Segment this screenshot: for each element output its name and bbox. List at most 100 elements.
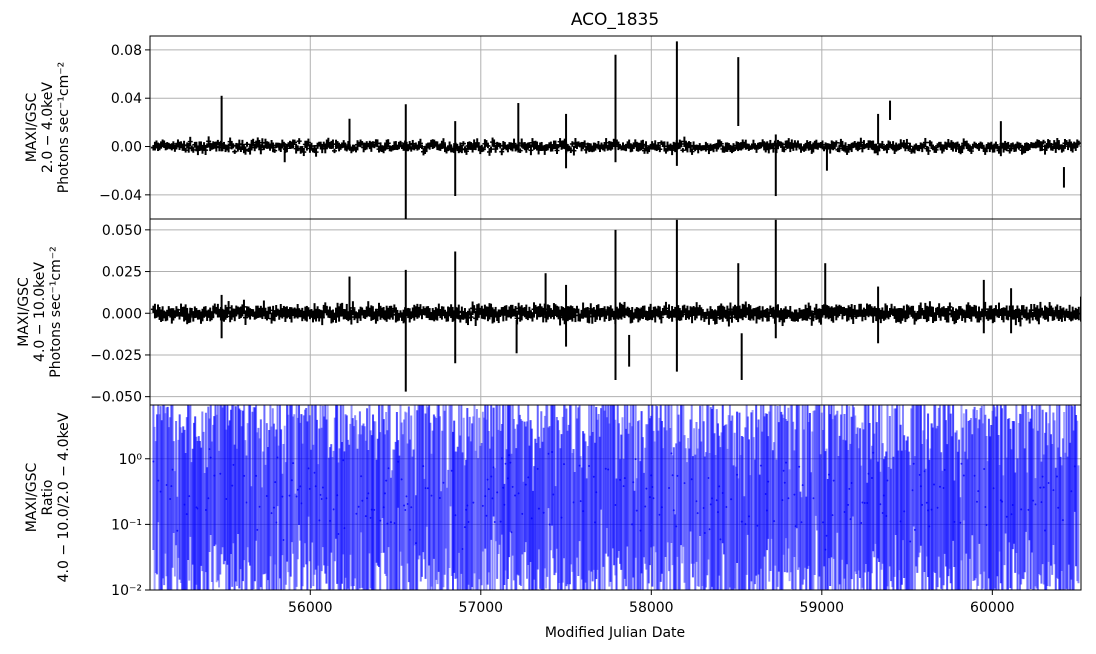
ratio-point (719, 538, 722, 541)
ratio-point (560, 516, 563, 519)
ratio-point (787, 497, 790, 500)
ratio-point (860, 522, 863, 525)
ratio-point (783, 481, 786, 484)
panel-low-band-ylabel: MAXI/GSC2.0 − 4.0keVPhotons sec⁻¹cm⁻² (24, 62, 72, 194)
ratio-point (634, 458, 637, 461)
ratio-point (578, 464, 581, 467)
x-tick-label: 57000 (459, 600, 504, 616)
ratio-point (801, 484, 804, 487)
ratio-point (548, 523, 551, 526)
ratio-point (176, 529, 179, 532)
y-tick-label: 10⁻¹ (111, 517, 142, 533)
ratio-point (379, 519, 382, 522)
ratio-point (282, 538, 285, 541)
x-axis-label: Modified Julian Date (545, 625, 685, 641)
x-tick-label: 59000 (800, 600, 845, 616)
ratio-point (909, 540, 912, 543)
ratio-point (1001, 500, 1004, 503)
panel-ratio-series (152, 405, 1080, 590)
ratio-point (885, 514, 888, 517)
y-tick-label: 10⁻² (111, 583, 142, 599)
ratio-point (152, 460, 155, 463)
ratio-point (824, 548, 827, 551)
ratio-point (503, 503, 506, 506)
y-tick-label: 0.04 (111, 91, 142, 107)
ratio-point (403, 504, 406, 507)
ratio-point (928, 525, 931, 528)
ratio-point (454, 514, 457, 517)
ratio-point (668, 487, 671, 490)
panel-frames (149, 35, 1082, 591)
ratio-point (847, 503, 850, 506)
ratio-point (424, 487, 427, 490)
panel-low-band-series (150, 41, 1081, 219)
x-axis-ticks: 56000 57000 58000 59000 60000 (288, 590, 1015, 616)
panel-high-band-series (150, 219, 1081, 392)
ratio-point (409, 528, 412, 531)
ratio-point (903, 510, 906, 513)
ratio-point (276, 456, 279, 459)
ratio-point (725, 505, 728, 508)
ratio-point (404, 508, 407, 511)
y-tick-label: 0.08 (111, 43, 142, 59)
panel-ratio: 10⁻² 10⁻¹ 10⁰ MAXI/GSCRatio4.0 − 10.0/2.0 … (24, 405, 1081, 599)
ratio-point (670, 452, 673, 455)
ratio-point (645, 487, 648, 490)
ratio-point (511, 485, 514, 488)
ratio-point (318, 519, 321, 522)
ratio-point (1032, 499, 1035, 502)
y-tick-label: 0.000 (102, 306, 142, 322)
ratio-point (542, 511, 545, 514)
ratio-point (975, 500, 978, 503)
ratio-point (1047, 481, 1050, 484)
ratio-point (383, 492, 386, 495)
y-tick-label: −0.050 (90, 390, 142, 406)
panel-high-band-y-ticks: −0.050 −0.025 0.000 0.025 0.050 (90, 223, 150, 406)
ratio-point (632, 481, 635, 484)
y-tick-label: −0.04 (99, 188, 142, 204)
x-tick-label: 56000 (288, 600, 333, 616)
panel-ratio-ylabel: MAXI/GSCRatio4.0 − 10.0/2.0 − 4.0keV (24, 412, 72, 582)
ratio-point (387, 467, 390, 470)
ratio-point (481, 504, 484, 507)
ratio-point (959, 521, 962, 524)
ratio-point (209, 456, 212, 459)
ratio-point (245, 501, 248, 504)
ratio-point (748, 515, 751, 518)
ratio-point (275, 521, 278, 524)
ratio-point (405, 495, 408, 498)
ratio-point (563, 463, 566, 466)
y-tick-label: 0.050 (102, 223, 142, 239)
ratio-point (781, 499, 784, 502)
y-tick-label: 0.025 (102, 265, 142, 281)
ratio-point (493, 520, 496, 523)
ratio-point (521, 512, 524, 515)
ratio-point (767, 480, 770, 483)
panel-low-band-y-ticks: −0.04 0.00 0.04 0.08 (99, 43, 150, 204)
ratio-point (484, 495, 487, 498)
ratio-point (373, 508, 376, 511)
ratio-point (1052, 489, 1055, 492)
y-tick-label: 0.00 (111, 140, 142, 156)
ratio-point (272, 506, 275, 509)
ratio-point (707, 477, 710, 480)
ratio-point (400, 478, 403, 481)
ratio-point (683, 482, 686, 485)
y-tick-label: −0.025 (90, 348, 142, 364)
ratio-point (290, 479, 293, 482)
ratio-point (798, 465, 801, 468)
panel-frame (149, 404, 1082, 591)
ratio-point (773, 520, 776, 523)
ratio-point (281, 495, 284, 498)
ratio-point (675, 525, 678, 528)
ratio-point (831, 514, 834, 517)
panel-low-band: −0.04 0.00 0.04 0.08 MAXI/GSC2.0 − 4.0keVPh… (24, 36, 1081, 219)
ratio-point (660, 506, 663, 509)
ratio-point (1041, 475, 1044, 478)
ratio-point (921, 503, 924, 506)
ratio-point (595, 491, 598, 494)
ratio-point (490, 475, 493, 478)
chart-title: ACO_1835 (571, 10, 659, 30)
ratio-point (703, 531, 706, 534)
